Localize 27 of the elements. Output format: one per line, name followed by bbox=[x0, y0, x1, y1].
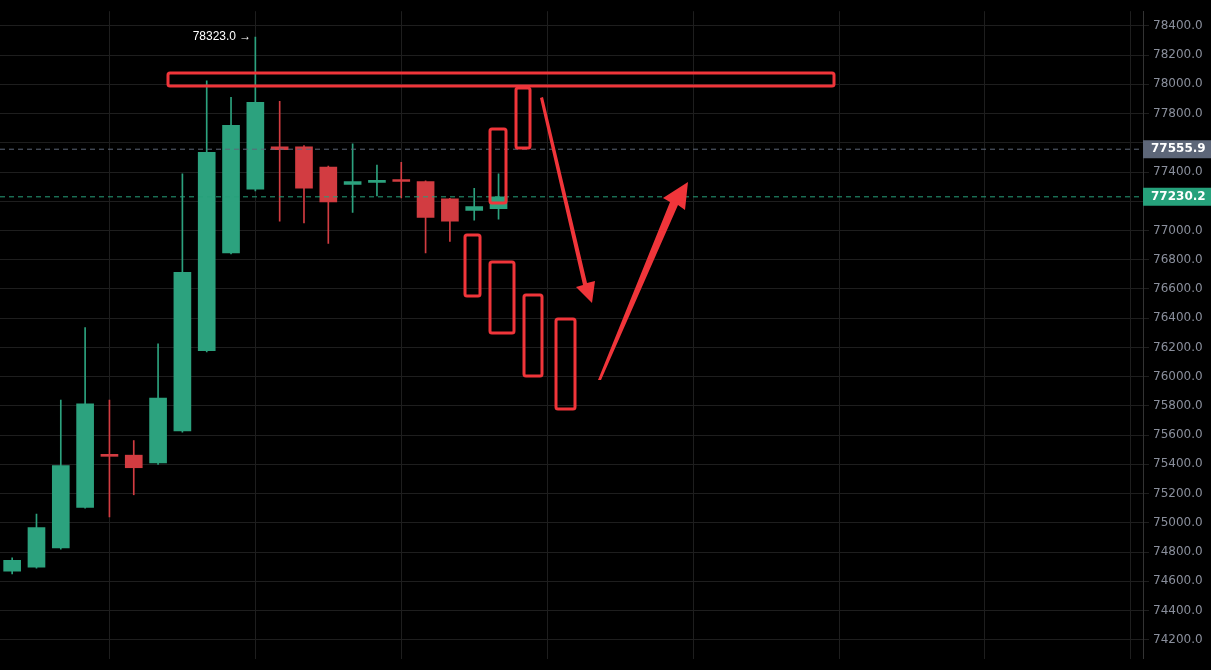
y-tick-label: 78000.0 bbox=[1153, 76, 1203, 91]
candlestick bbox=[392, 161, 411, 199]
candlestick bbox=[124, 440, 143, 496]
y-tick-label: 76400.0 bbox=[1153, 310, 1203, 325]
y-tick-label: 75600.0 bbox=[1153, 427, 1203, 442]
y-tick-label: 77000.0 bbox=[1153, 222, 1203, 237]
y-tick-label: 77400.0 bbox=[1153, 164, 1203, 179]
y-tick-label: 74200.0 bbox=[1153, 631, 1203, 646]
y-tick-label: 74400.0 bbox=[1153, 602, 1203, 617]
candlestick bbox=[368, 164, 386, 197]
y-tick-label: 75800.0 bbox=[1153, 398, 1203, 413]
ref-line-label: 77230.2 bbox=[1151, 188, 1206, 203]
annotation: 78323.0 → bbox=[192, 29, 252, 44]
y-tick-label: 76000.0 bbox=[1153, 368, 1203, 383]
y-tick-label: 78200.0 bbox=[1153, 47, 1203, 62]
y-tick-label: 74600.0 bbox=[1153, 573, 1203, 588]
y-tick-label: 76600.0 bbox=[1153, 281, 1203, 296]
y-tick-label: 75200.0 bbox=[1153, 485, 1203, 500]
y-tick-label: 78400.0 bbox=[1153, 17, 1203, 32]
candlestick bbox=[270, 100, 289, 222]
y-tick-label: 74800.0 bbox=[1153, 544, 1203, 559]
y-tick-label: 76800.0 bbox=[1153, 251, 1203, 266]
y-tick-label: 76200.0 bbox=[1153, 339, 1203, 354]
y-tick-label: 75000.0 bbox=[1153, 514, 1203, 529]
y-tick-label: 75400.0 bbox=[1153, 456, 1203, 471]
ref-line-label: 77555.9 bbox=[1151, 141, 1206, 156]
y-tick-label: 77800.0 bbox=[1153, 105, 1203, 120]
